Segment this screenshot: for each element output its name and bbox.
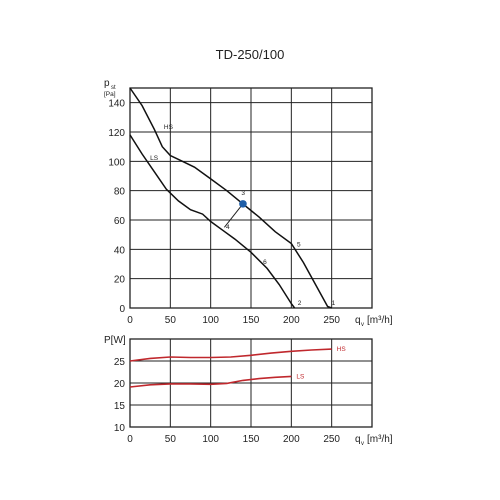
y-tick-label: 140	[108, 99, 125, 110]
point-label-4: 4	[226, 224, 230, 231]
x-tick-label: 100	[202, 315, 219, 326]
x-tick-label: 150	[243, 315, 260, 326]
operating-point-marker	[239, 200, 247, 208]
plot-frame	[129, 87, 373, 309]
x-axis-label: q	[355, 315, 361, 326]
x-tick-label: 50	[165, 434, 177, 445]
y-tick-label: 40	[114, 245, 126, 256]
pressure-curve-ls	[129, 134, 296, 309]
y-tick-label: 10	[114, 423, 126, 434]
x-tick-label: 250	[323, 315, 340, 326]
system-line	[223, 203, 244, 228]
y-tick-label: 20	[114, 275, 126, 286]
pressure-curve-hs	[129, 87, 332, 309]
point-label-1: 1	[332, 300, 336, 307]
x-tick-label: 150	[243, 434, 260, 445]
series-label-ls: LS	[150, 155, 159, 162]
y-axis-label: P[W]	[104, 335, 126, 346]
x-axis-label-subscript: v	[361, 322, 364, 328]
y-tick-label: 60	[114, 216, 126, 227]
x-tick-label: 50	[165, 315, 177, 326]
power-curve-hs	[129, 348, 332, 362]
x-tick-label: 100	[202, 434, 219, 445]
point-label-2: 2	[298, 300, 302, 307]
y-axis-label: p	[104, 78, 110, 89]
x-axis-label-subscript: v	[361, 441, 364, 447]
y-tick-label: 80	[114, 187, 126, 198]
y-tick-label: 25	[114, 357, 126, 368]
point-label-3: 3	[241, 190, 245, 197]
x-axis-label: q	[355, 434, 361, 445]
y-axis-label-subscript: st	[111, 85, 116, 91]
x-tick-label: 200	[283, 315, 300, 326]
power-series-label-hs: HS	[337, 346, 347, 353]
x-axis-unit: [m³/h]	[367, 315, 393, 326]
x-tick-label: 250	[323, 434, 340, 445]
y-tick-label: 0	[119, 304, 125, 315]
y-tick-label: 20	[114, 379, 126, 390]
point-label-6: 6	[263, 259, 267, 266]
series-label-hs: HS	[164, 124, 174, 131]
y-axis-unit: [Pa]	[104, 91, 116, 98]
x-tick-label: 200	[283, 434, 300, 445]
chart-title: TD-250/100	[215, 47, 285, 62]
x-axis-unit: [m³/h]	[367, 434, 393, 445]
x-tick-label: 0	[127, 434, 133, 445]
y-tick-label: 15	[114, 401, 126, 412]
x-tick-label: 0	[127, 315, 133, 326]
point-label-5: 5	[297, 241, 301, 248]
y-tick-label: 120	[108, 128, 125, 139]
power-series-label-ls: LS	[296, 373, 305, 380]
power-curve-ls	[129, 375, 292, 388]
y-tick-label: 100	[108, 157, 125, 168]
plot-frame	[129, 338, 373, 428]
